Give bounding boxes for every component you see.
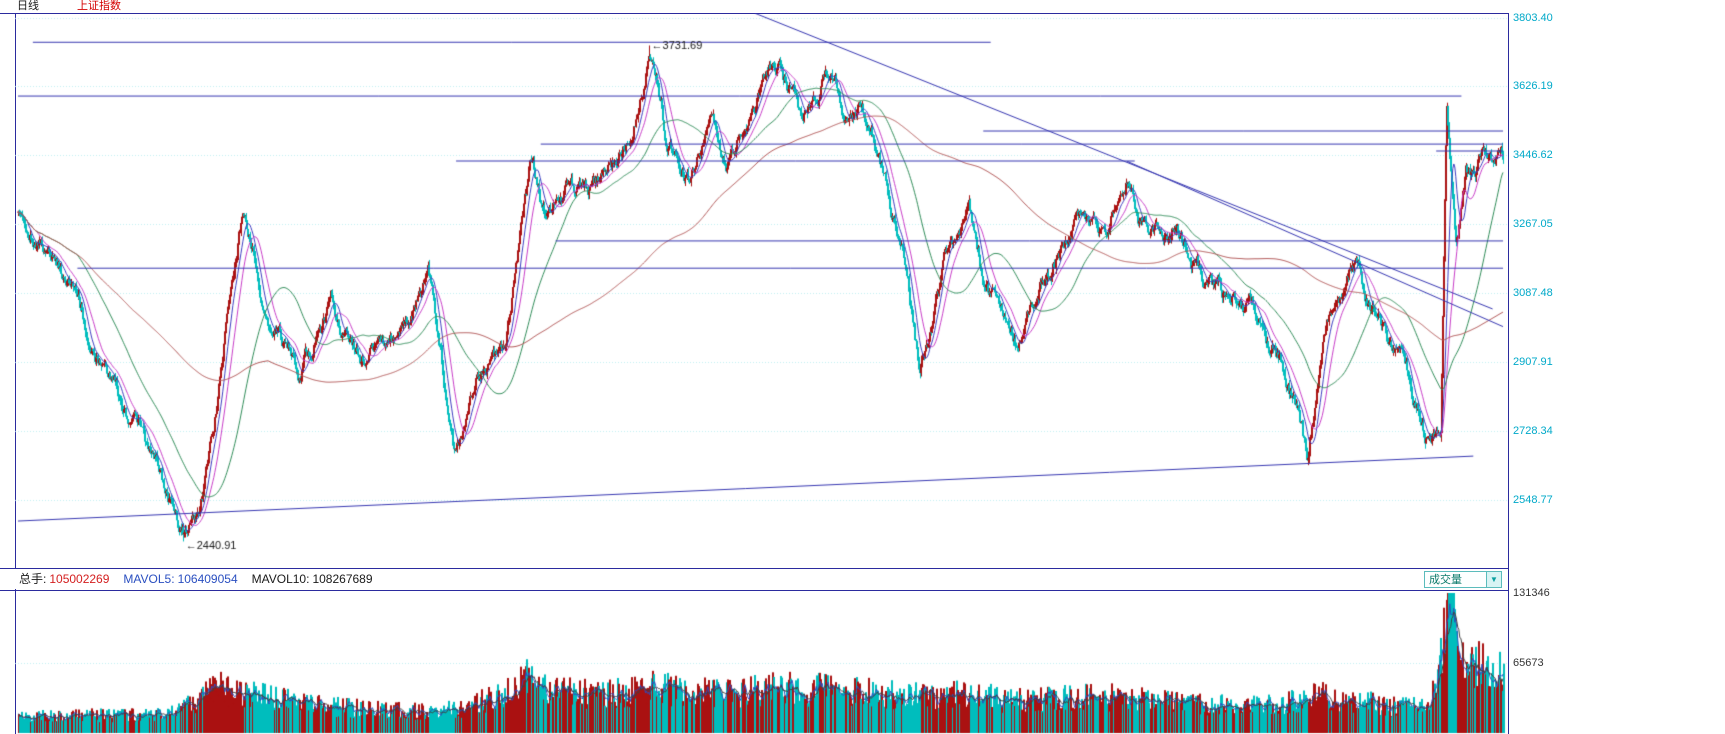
volume-indicator-dropdown[interactable]: 成交量 ▼	[1424, 571, 1502, 588]
price-axis-label: 2907.91	[1513, 356, 1553, 368]
axis-divider	[1508, 13, 1509, 734]
panel-border-mid	[0, 568, 1508, 569]
price-axis-label: 3626.19	[1513, 80, 1553, 92]
volume-info-bar: 总手: 105002269 MAVOL5: 106409054 MAVOL10: 1082…	[15, 569, 1508, 589]
price-axis: 3803.40 3626.19 3446.62 3267.05 3087.48 2907.…	[1513, 0, 1613, 734]
price-axis-label: 3446.62	[1513, 149, 1553, 161]
mavol10-value: 108267689	[312, 572, 373, 586]
zongshou-label: 总手:	[19, 572, 47, 586]
mavol10-label: MAVOL10:	[251, 572, 310, 586]
period-label[interactable]: 日线	[17, 0, 39, 12]
symbol-label: 上证指数	[77, 0, 121, 12]
price-axis-label: 2548.77	[1513, 494, 1553, 506]
volume-chart-canvas[interactable]	[15, 590, 1508, 734]
mavol5-value: 106409054	[177, 572, 238, 586]
price-chart-canvas[interactable]	[15, 13, 1508, 568]
price-axis-label: 2728.34	[1513, 425, 1553, 437]
price-axis-label: 3087.48	[1513, 287, 1553, 299]
volume-indicator-label: 成交量	[1429, 573, 1462, 586]
volume-axis-label: 131346	[1513, 587, 1550, 599]
dropdown-arrow-icon[interactable]: ▼	[1486, 572, 1501, 587]
zongshou-value: 105002269	[49, 572, 110, 586]
price-axis-label: 3267.05	[1513, 218, 1553, 230]
mavol5-label: MAVOL5:	[123, 572, 175, 586]
chart-header: 日线 上证指数	[17, 0, 121, 13]
volume-axis-label: 65673	[1513, 657, 1544, 669]
volume-axis: 131346 65673	[1513, 0, 1613, 734]
price-axis-label: 3803.40	[1513, 11, 1553, 24]
